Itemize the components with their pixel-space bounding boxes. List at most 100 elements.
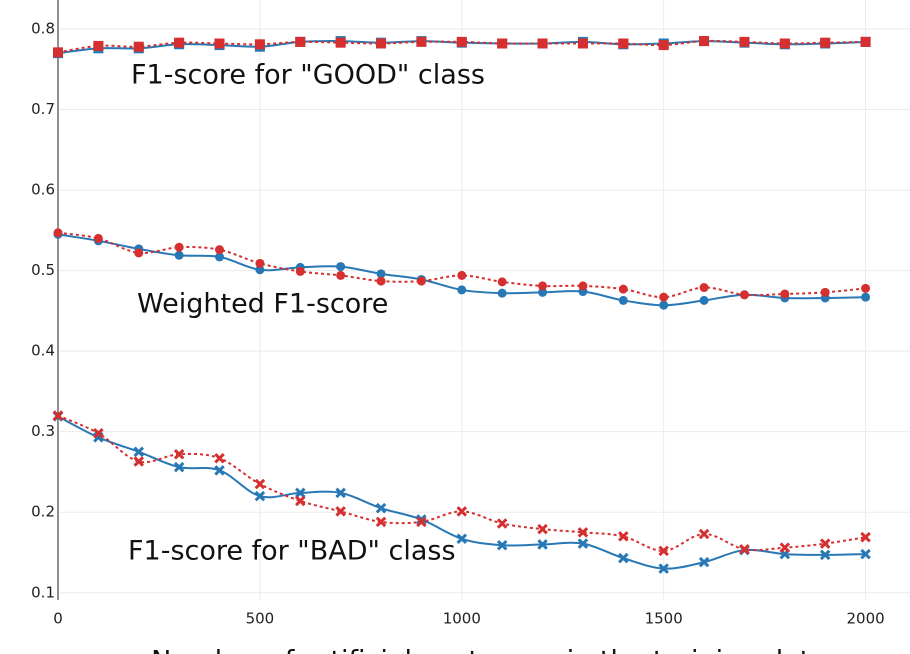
marker: [456, 533, 468, 545]
marker: [819, 549, 831, 561]
x-tick-label: 1500: [645, 610, 683, 628]
marker: [861, 283, 871, 293]
marker: [335, 506, 346, 517]
marker: [174, 250, 184, 260]
marker: [254, 490, 266, 502]
marker: [295, 36, 306, 47]
marker: [376, 276, 386, 286]
marker: [214, 38, 225, 49]
marker: [93, 40, 104, 51]
marker: [214, 452, 225, 464]
x-tick-label: 500: [246, 610, 275, 628]
annotation: F1-score for "GOOD" class: [131, 60, 485, 91]
annotation: Weighted F1-score: [137, 289, 388, 320]
marker: [376, 38, 387, 49]
marker: [860, 548, 871, 560]
marker: [215, 245, 225, 255]
y-tick-label: 0.3: [31, 422, 55, 440]
x-tick-label: 0: [53, 610, 63, 628]
marker: [336, 270, 346, 280]
marker: [133, 41, 144, 52]
marker: [295, 487, 306, 499]
x-tick-label: 1000: [443, 610, 481, 628]
marker: [335, 487, 346, 499]
marker: [538, 281, 548, 291]
marker: [860, 531, 871, 543]
y-tick-label: 0.8: [31, 19, 55, 37]
marker: [456, 506, 468, 517]
marker: [375, 502, 387, 514]
marker: [254, 478, 266, 490]
marker: [497, 277, 507, 287]
marker: [659, 292, 669, 302]
marker: [416, 36, 427, 47]
marker: [254, 39, 265, 50]
marker: [497, 38, 508, 49]
marker: [618, 552, 629, 564]
marker: [53, 47, 63, 58]
marker: [173, 448, 185, 460]
marker: [820, 287, 830, 297]
marker: [214, 465, 225, 476]
marker: [255, 258, 265, 268]
x-tick-label: 2000: [846, 610, 884, 628]
marker: [537, 539, 548, 550]
marker: [779, 542, 791, 553]
marker: [496, 518, 508, 529]
marker: [93, 233, 103, 243]
y-tick-label: 0.2: [31, 503, 55, 521]
marker: [537, 38, 548, 49]
marker: [659, 300, 669, 310]
marker: [820, 37, 831, 48]
marker: [496, 539, 508, 551]
marker: [577, 38, 588, 49]
marker: [457, 285, 467, 295]
marker: [739, 290, 749, 300]
marker: [698, 556, 710, 568]
marker: [618, 295, 628, 305]
marker: [457, 270, 467, 280]
marker: [174, 37, 185, 48]
marker: [699, 283, 709, 293]
marker: [578, 281, 588, 291]
marker: [174, 242, 184, 252]
marker: [376, 269, 386, 279]
marker: [215, 252, 225, 262]
marker: [658, 40, 669, 51]
marker: [618, 38, 629, 49]
marker: [618, 531, 629, 542]
marker: [416, 276, 426, 286]
annotation: F1-score for "BAD" class: [128, 536, 456, 567]
y-tick-label: 0.5: [31, 261, 55, 279]
y-tick-label: 0.6: [31, 181, 55, 199]
marker: [52, 410, 64, 421]
marker: [416, 516, 427, 528]
marker: [860, 36, 871, 47]
marker: [255, 265, 265, 275]
marker: [93, 428, 104, 439]
marker: [658, 545, 669, 557]
marker: [295, 266, 305, 276]
marker: [577, 538, 589, 549]
marker: [819, 538, 831, 549]
marker: [53, 228, 63, 238]
marker: [779, 38, 790, 49]
marker: [134, 248, 144, 258]
marker: [698, 528, 710, 540]
y-tick-label: 0.7: [31, 100, 55, 118]
marker: [577, 527, 589, 538]
x-axis-title: Number of artificial sentences in the tr…: [151, 646, 827, 654]
marker: [861, 292, 871, 302]
marker: [739, 36, 750, 47]
marker: [780, 289, 790, 299]
marker: [173, 461, 185, 473]
marker: [618, 284, 628, 294]
marker: [699, 295, 709, 305]
marker: [416, 514, 427, 525]
marker: [295, 495, 306, 507]
marker: [537, 523, 548, 535]
series-line: [57, 231, 866, 299]
marker: [658, 563, 669, 574]
marker: [336, 262, 346, 272]
